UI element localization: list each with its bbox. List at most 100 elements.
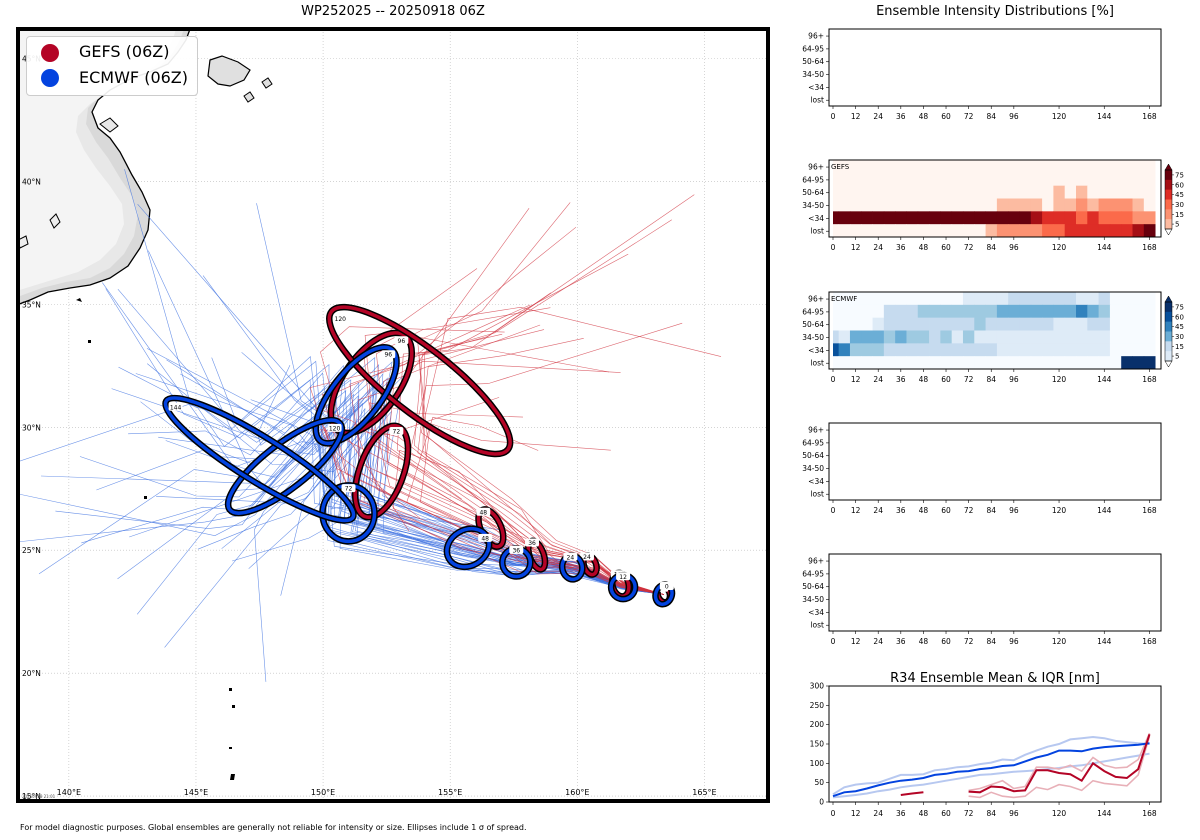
heatmap-cell (906, 172, 919, 187)
heatmap-cell (883, 304, 896, 319)
heatmap-cell (833, 224, 840, 238)
heatmap-cell (1087, 317, 1100, 331)
colorbar-tick: 15 (1175, 343, 1184, 351)
heatmap-cell (985, 211, 998, 225)
heatmap-cell (1030, 172, 1043, 187)
hour-tick-label: 48 (919, 112, 929, 121)
ensemble-member-track (349, 226, 664, 595)
heatmap-cell (849, 211, 862, 225)
heatmap-cell (1087, 172, 1100, 187)
heatmap-cell (1030, 211, 1043, 225)
intensity-category-label: lost (810, 490, 824, 499)
hour-tick-label: 0 (831, 243, 836, 252)
r34-x-tick: 120 (1052, 809, 1067, 818)
heatmap-cell (1121, 304, 1133, 319)
heatmap-cell (861, 292, 873, 306)
heatmap-cell (861, 211, 873, 225)
heatmap-cell (985, 304, 998, 319)
r34-x-tick: 144 (1097, 809, 1112, 818)
heatmap-cell (1064, 317, 1077, 331)
heatmap-cell (1030, 198, 1043, 212)
heatmap-cell (1019, 330, 1032, 344)
hour-tick-label: 36 (896, 375, 906, 384)
heatmap-cell (940, 198, 953, 212)
heatmap-cell (861, 317, 873, 331)
lon-tick-label: 165°E (692, 788, 716, 797)
heatmap-cell (849, 160, 862, 174)
heatmap-cell (1008, 185, 1020, 199)
heatmap-cell (1143, 304, 1156, 319)
heatmap-cell (929, 317, 941, 331)
heatmap-cell (1121, 172, 1133, 187)
heatmap-cell (929, 211, 941, 225)
heatmap-cell (951, 330, 964, 344)
heatmap-cell (1053, 292, 1066, 306)
gefs-ellipse-label: 24 (583, 554, 591, 561)
gefs-ellipse-72: 72 (351, 422, 412, 521)
heatmap-cell (1143, 160, 1156, 174)
heatmap-cell (1098, 211, 1111, 225)
r34-y-tick: 250 (810, 701, 825, 710)
heatmap-cell (895, 160, 907, 174)
ensemble-member-track (256, 203, 664, 595)
lat-tick-label: 25°N (22, 546, 41, 555)
heatmap-cell (940, 343, 953, 357)
heatmap-cell (1143, 172, 1156, 187)
map-title: WP252025 -- 20250918 06Z (301, 4, 485, 19)
hour-tick-label: 120 (1052, 506, 1067, 515)
heatmap-cell (1064, 304, 1077, 319)
heatmap-cell (929, 330, 941, 344)
heatmap-cell (1109, 198, 1122, 212)
ecmwf-ellipse-label: 144 (170, 404, 182, 411)
ecmwf-ellipse-label: 72 (345, 486, 353, 493)
heatmap-cell (940, 330, 953, 344)
heatmap-cell (883, 330, 896, 344)
heatmap-cell (917, 224, 930, 238)
heatmap-cell (1053, 211, 1066, 225)
lon-tick-label: 150°E (311, 788, 335, 797)
r34-y-tick: 50 (814, 778, 824, 787)
heatmap-cell (1053, 172, 1066, 187)
hour-tick-label: 84 (986, 637, 996, 646)
heatmap-cell (1042, 172, 1054, 187)
ecmwf-ellipse-label: 48 (481, 535, 489, 542)
hour-tick-label: 84 (986, 375, 996, 384)
ecmwf-ellipse-label: 96 (384, 352, 392, 359)
heatmap-cell (940, 292, 953, 306)
ecmwf-iqr-upper-line (832, 735, 1150, 796)
heatmap-cell (962, 185, 975, 199)
heatmap-cell (996, 292, 1009, 306)
hour-tick-label: 12 (851, 243, 861, 252)
hour-tick-label: 84 (986, 112, 996, 121)
heatmap-cell (996, 172, 1009, 187)
heatmap-cell (1076, 330, 1088, 344)
heatmap-cell (1121, 292, 1133, 306)
heatmap-cell (917, 185, 930, 199)
map-timestamp: 20250918 21:01 (22, 794, 56, 799)
heatmap-cell (962, 343, 975, 357)
r34-x-tick: 60 (941, 809, 951, 818)
heatmap-cell (1109, 292, 1122, 306)
heatmap-cell (838, 160, 851, 174)
heatmap-cell (861, 198, 873, 212)
colorbar-tick: 60 (1175, 181, 1184, 189)
hour-tick-label: 60 (941, 243, 951, 252)
heatmap-cell (906, 160, 919, 174)
heatmap-cell (962, 292, 975, 306)
colorbar-tick: 30 (1175, 201, 1184, 209)
ecmwf-legend-swatch (41, 69, 59, 87)
heatmap-cell (1121, 356, 1133, 370)
heatmap-cell (917, 356, 930, 370)
heatmap-cell (929, 304, 941, 319)
heatmap-cell (895, 330, 907, 344)
heatmap-cell (1042, 292, 1054, 306)
heatmap-cell (1030, 343, 1043, 357)
heatmap-cell (1064, 198, 1077, 212)
hour-tick-label: 72 (964, 637, 974, 646)
heatmap-cell (883, 198, 896, 212)
heatmap-cell (1053, 224, 1066, 238)
heatmap-cell (917, 172, 930, 187)
hour-tick-label: 0 (831, 506, 836, 515)
lat-tick-label: 30°N (22, 423, 41, 432)
heatmap-cell (929, 172, 941, 187)
